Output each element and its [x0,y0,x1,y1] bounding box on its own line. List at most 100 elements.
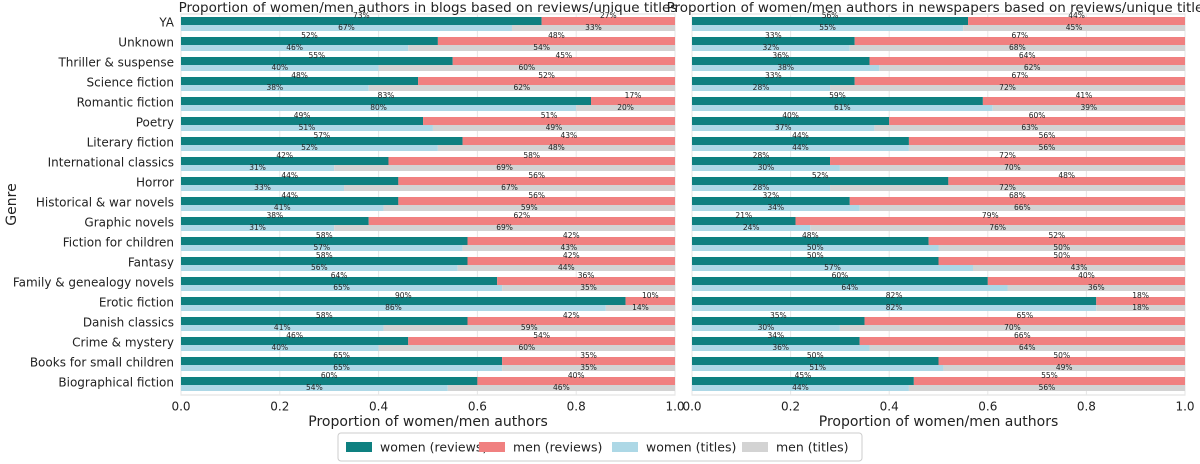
legend-swatch [742,442,768,452]
legend-label: men (titles) [776,440,848,455]
bar-segment [181,304,606,311]
value-label: 70% [1004,323,1021,332]
category-label: Science fiction [87,76,174,90]
value-label: 60% [832,271,849,280]
x-tick-label: 0.0 [171,400,190,414]
bar-segment [1007,284,1185,291]
value-label: 72% [999,83,1016,92]
value-label: 40% [782,111,799,120]
value-label: 41% [274,323,291,332]
bar-segment [839,164,1185,171]
bar-segment [692,17,969,25]
value-label: 50% [807,251,824,260]
bar-segment [987,277,1185,285]
bar-segment [874,124,1185,131]
bar-segment [692,137,909,145]
value-label: 43% [560,131,577,140]
value-label: 58% [523,151,540,160]
bar-segment [437,144,675,151]
bar-segment [181,144,438,151]
legend-label: women (reviews) [380,440,487,455]
value-label: 57% [824,263,841,272]
bar-segment [467,317,675,325]
bar-segment [692,97,983,105]
bar-segment [502,364,675,371]
bar-segment [378,64,675,71]
value-label: 21% [735,211,752,220]
value-label: 43% [1071,263,1088,272]
value-label: 65% [333,363,350,372]
value-label: 36% [1088,283,1105,292]
bar-segment [462,137,675,145]
value-label: 73% [353,11,370,20]
value-label: 70% [1004,163,1021,172]
category-label: Poetry [136,116,174,130]
bar-segment [181,77,419,85]
value-label: 55% [1041,371,1058,380]
value-label: 42% [563,231,580,240]
value-label: 54% [533,43,550,52]
bar-segment [334,224,675,231]
value-label: 66% [1014,203,1031,212]
category-label: Historical & war novels [36,196,174,210]
bar-segment [692,277,988,285]
value-label: 67% [1012,71,1029,80]
bar-segment [830,184,1185,191]
bar-segment [181,364,503,371]
bar-segment [181,24,512,31]
value-label: 10% [642,291,659,300]
bar-segment [181,84,369,91]
value-label: 65% [1016,311,1033,320]
bar-segment [408,337,675,345]
bar-segment [830,84,1185,91]
bar-segment [398,197,675,205]
value-label: 56% [528,171,545,180]
value-label: 60% [321,371,338,380]
category-label: Romantic fiction [77,96,174,110]
value-label: 46% [286,331,303,340]
value-label: 50% [1053,351,1070,360]
category-label: Family & genealogy novels [13,276,174,290]
value-label: 32% [763,191,780,200]
legend-label: women (titles) [646,440,736,455]
bar-segment [181,284,503,291]
value-label: 90% [395,291,412,300]
bar-segment [181,44,409,51]
bar-segment [181,337,409,345]
value-label: 18% [1132,303,1149,312]
bar-segment [692,297,1097,305]
value-label: 59% [521,203,538,212]
value-label: 33% [585,23,602,32]
x-tick-label: 0.2 [270,400,289,414]
x-tick-label: 0.2 [781,400,800,414]
value-label: 49% [546,123,563,132]
bar-segment [181,277,498,285]
bar-segment [181,97,592,105]
value-label: 76% [989,223,1006,232]
bar-segment [383,324,675,331]
bar-segment [692,164,840,171]
value-label: 37% [775,123,792,132]
bar-segment [541,17,675,25]
value-label: 61% [834,103,851,112]
bar-segment [502,357,675,365]
chart-title: Proportion of women/men authors in blogs… [179,0,678,16]
bar-segment [963,24,1185,31]
bar-segment [437,37,675,45]
x-tick-label: 1.0 [1175,400,1194,414]
bar-segment [181,324,384,331]
value-label: 62% [514,83,531,92]
bar-segment [576,104,675,111]
x-tick-label: 0.8 [567,400,586,414]
value-label: 48% [548,31,565,40]
value-label: 50% [1053,243,1070,252]
legend-swatch [346,442,372,452]
bar-segment [692,204,860,211]
bar-segment [692,184,831,191]
bar-segment [889,117,1185,125]
bar-segment [181,197,399,205]
bar-segment [378,344,675,351]
bar-segment [605,304,675,311]
value-label: 54% [306,383,323,392]
value-label: 44% [792,383,809,392]
